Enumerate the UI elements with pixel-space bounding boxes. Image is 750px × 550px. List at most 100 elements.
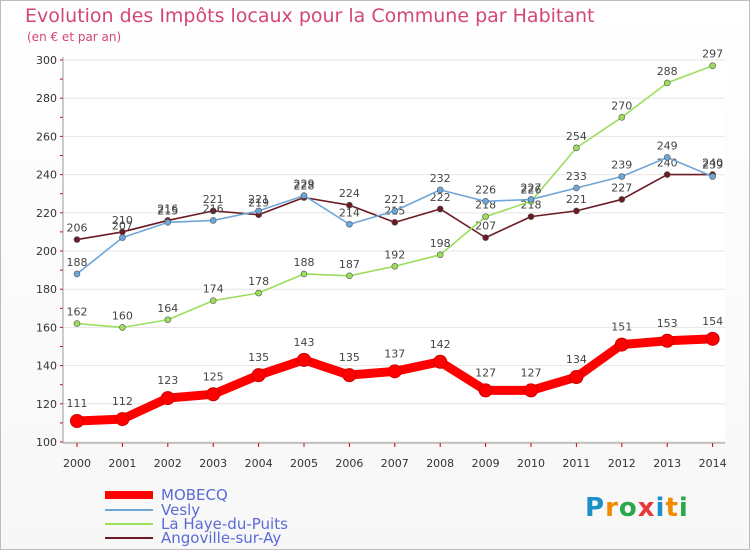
y-tick-label: 280 (36, 92, 57, 105)
data-label-angoville-sur-ay: 221 (566, 193, 587, 206)
data-point-vesly (573, 184, 580, 192)
y-tick-label: 300 (36, 54, 57, 67)
data-label-angoville-sur-ay: 216 (157, 202, 178, 215)
legend-label-vesly: Vesly (161, 501, 201, 519)
data-label-mobecq: 127 (521, 366, 542, 379)
data-point-la-haye-du-puits (573, 144, 580, 152)
data-point-vesly (346, 220, 353, 228)
data-label-mobecq: 143 (294, 336, 315, 349)
data-point-la-haye-du-puits (709, 62, 716, 70)
y-tick-label: 260 (36, 130, 57, 143)
legend-swatch-vesly (105, 509, 153, 511)
data-label-mobecq: 154 (702, 315, 723, 328)
data-label-mobecq: 135 (248, 351, 269, 364)
logo-letter: r (605, 493, 619, 523)
data-point-angoville-sur-ay (391, 219, 399, 226)
x-tick-label: 2011 (562, 457, 590, 470)
legend-item-mobecq: MOBECQ (105, 486, 228, 504)
data-point-angoville-sur-ay (573, 207, 580, 215)
logo-letter: x (637, 493, 656, 523)
data-label-angoville-sur-ay: 227 (611, 181, 632, 194)
data-point-vesly (709, 173, 716, 180)
data-point-mobecq (614, 337, 629, 352)
data-label-mobecq: 123 (157, 374, 178, 387)
data-label-angoville-sur-ay: 218 (521, 199, 542, 212)
data-label-vesly: 233 (566, 170, 587, 183)
proxiti-logo: Proxiti (585, 493, 689, 523)
data-point-mobecq (251, 368, 266, 383)
data-point-mobecq (705, 331, 720, 346)
legend-label-angoville-sur-ay: Angoville-sur-Ay (161, 529, 282, 547)
data-label-la-haye-du-puits: 297 (702, 48, 723, 61)
data-label-la-haye-du-puits: 160 (112, 309, 133, 322)
data-label-la-haye-du-puits: 164 (157, 302, 178, 315)
data-point-vesly (663, 154, 671, 161)
data-label-vesly: 227 (521, 181, 542, 194)
x-tick-label: 2008 (426, 457, 454, 470)
data-label-angoville-sur-ay: 221 (203, 193, 224, 206)
data-label-mobecq: 127 (475, 366, 496, 379)
data-point-la-haye-du-puits (164, 316, 172, 324)
data-label-vesly: 239 (611, 159, 632, 172)
data-point-mobecq (297, 352, 311, 367)
x-tick-label: 2010 (517, 457, 545, 470)
data-point-vesly (482, 198, 489, 205)
x-tick-label: 2005 (290, 457, 318, 470)
logo-letter: o (618, 493, 638, 523)
logo-letter: P (585, 493, 606, 523)
x-tick-label: 2007 (381, 457, 409, 470)
chart-subtitle: (en € et par an) (27, 30, 122, 44)
data-label-angoville-sur-ay: 222 (430, 191, 451, 204)
data-point-mobecq (660, 333, 675, 348)
data-point-la-haye-du-puits (209, 297, 217, 304)
data-label-angoville-sur-ay: 206 (67, 222, 88, 235)
data-point-la-haye-du-puits (346, 272, 353, 280)
y-tick-label: 100 (36, 436, 57, 449)
data-point-la-haye-du-puits (119, 324, 126, 331)
data-point-mobecq (115, 412, 130, 427)
legend-swatch-la-haye-du-puits (105, 523, 153, 525)
data-label-la-haye-du-puits: 174 (203, 283, 224, 296)
legend-item-vesly: Vesly (105, 501, 201, 519)
data-point-angoville-sur-ay (663, 171, 671, 178)
x-tick-label: 2001 (108, 457, 136, 470)
x-tick-label: 2009 (472, 457, 500, 470)
data-label-la-haye-du-puits: 288 (657, 65, 678, 78)
y-tick-label: 240 (36, 169, 57, 182)
data-point-vesly (436, 186, 444, 194)
y-tick-label: 200 (36, 245, 57, 258)
data-label-angoville-sur-ay: 210 (112, 214, 133, 227)
data-point-la-haye-du-puits (482, 213, 489, 220)
data-point-vesly (119, 234, 126, 241)
data-label-la-haye-du-puits: 254 (566, 130, 587, 143)
data-label-vesly: 239 (702, 159, 723, 172)
data-label-mobecq: 112 (112, 395, 133, 408)
x-tick-label: 2000 (63, 457, 91, 470)
data-label-la-haye-du-puits: 187 (339, 258, 360, 271)
data-point-vesly (527, 196, 535, 203)
data-point-la-haye-du-puits (663, 79, 671, 87)
data-label-la-haye-du-puits: 192 (384, 248, 405, 261)
data-label-la-haye-du-puits: 270 (611, 99, 632, 112)
data-point-la-haye-du-puits (391, 262, 399, 270)
y-tick-label: 220 (36, 207, 57, 220)
data-label-angoville-sur-ay: 228 (294, 180, 315, 193)
y-tick-label: 180 (36, 283, 57, 296)
legend-swatch-angoville-sur-ay (105, 537, 153, 539)
data-point-angoville-sur-ay (618, 196, 626, 203)
legend-swatch-mobecq (105, 491, 153, 499)
data-point-vesly (255, 207, 262, 215)
legend-label-la-haye-du-puits: La Haye-du-Puits (161, 515, 288, 533)
data-label-mobecq: 111 (67, 397, 88, 410)
data-label-vesly: 221 (384, 193, 405, 206)
data-label-mobecq: 134 (566, 353, 587, 366)
x-tick-label: 2014 (699, 457, 727, 470)
x-tick-label: 2002 (154, 457, 182, 470)
data-label-vesly: 249 (657, 139, 678, 152)
data-label-mobecq: 153 (657, 317, 678, 330)
data-label-la-haye-du-puits: 162 (67, 306, 88, 319)
data-label-angoville-sur-ay: 240 (702, 157, 723, 170)
x-tick-label: 2006 (335, 457, 363, 470)
x-tick-label: 2003 (199, 457, 227, 470)
